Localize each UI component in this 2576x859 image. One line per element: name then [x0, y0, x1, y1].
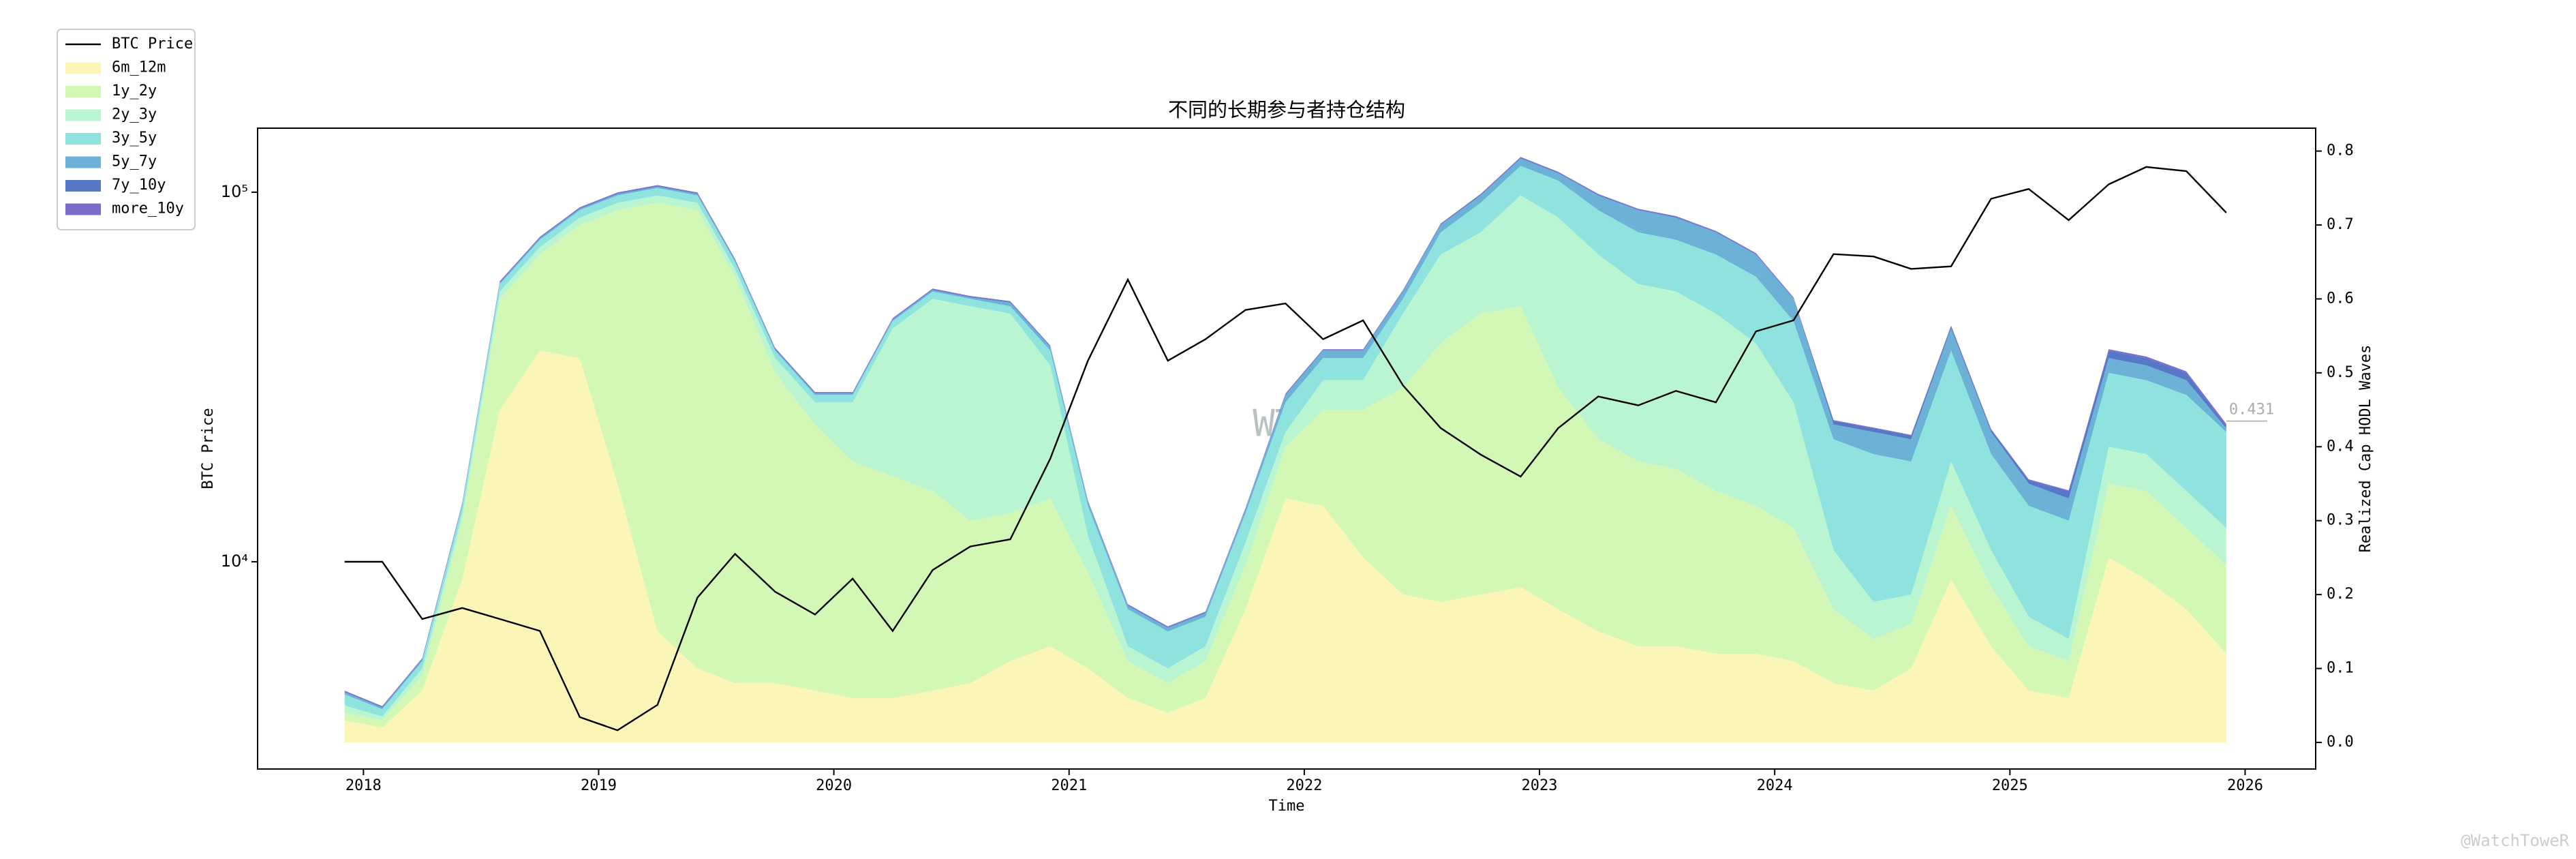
legend-swatch [65, 133, 101, 145]
x-tick-label: 2026 [2227, 777, 2263, 794]
y2-tick-label: 0.3 [2327, 512, 2354, 529]
x-tick-label: 2021 [1051, 777, 1087, 794]
y2-tick-label: 0.4 [2327, 438, 2354, 455]
area-band [344, 202, 2226, 728]
y2-tick-label: 0.8 [2327, 142, 2354, 160]
y2-tick-label: 0.1 [2327, 660, 2354, 677]
legend-label: BTC Price [112, 35, 193, 52]
x-tick-label: 2022 [1286, 777, 1322, 794]
x-tick-label: 2020 [816, 777, 852, 794]
legend-label: 5y_7y [112, 153, 157, 170]
legend-swatch [65, 62, 101, 74]
x-tick-label: 2024 [1757, 777, 1793, 794]
legend-swatch [65, 203, 101, 215]
area-band [344, 166, 2226, 717]
y2-tick-label: 0.5 [2327, 364, 2354, 381]
axes-frame [257, 127, 2316, 770]
legend-label: 3y_5y [112, 130, 157, 147]
legend-swatch [65, 109, 101, 121]
legend-swatch [65, 86, 101, 97]
legend-swatch [65, 180, 101, 192]
area-band [344, 350, 2226, 742]
legend-box [57, 29, 196, 230]
y2-tick-label: 0.6 [2327, 290, 2354, 307]
legend-label: 2y_3y [112, 106, 157, 123]
x-tick-label: 2018 [346, 777, 382, 794]
y2-axis-label: Realized Cap HODL Waves [2357, 345, 2374, 553]
y-tick-label: 10⁵ [221, 182, 248, 201]
credit: @WatchToweR [2461, 831, 2569, 850]
x-tick-label: 2025 [1992, 777, 2028, 794]
annotation: 0.431 [2229, 402, 2274, 419]
y2-tick-label: 0.0 [2327, 734, 2354, 751]
chart-title: 不同的长期参与者持仓结构 [1168, 98, 1405, 121]
y-axis-label: BTC Price [200, 408, 217, 489]
legend-label: 6m_12m [112, 59, 166, 76]
x-tick-label: 2023 [1522, 777, 1558, 794]
x-tick-label: 2019 [581, 777, 617, 794]
legend-label: 7y_10y [112, 177, 166, 194]
legend-label: 1y_2y [112, 82, 157, 100]
y2-tick-label: 0.7 [2327, 216, 2354, 233]
y2-tick-label: 0.2 [2327, 586, 2354, 603]
area-band [344, 158, 2226, 710]
price-line [344, 166, 2227, 732]
legend-swatch [65, 156, 101, 168]
legend-label: more_10y [112, 200, 184, 217]
x-axis-label: Time [1269, 798, 1305, 815]
y-tick-label: 10⁴ [221, 552, 248, 571]
